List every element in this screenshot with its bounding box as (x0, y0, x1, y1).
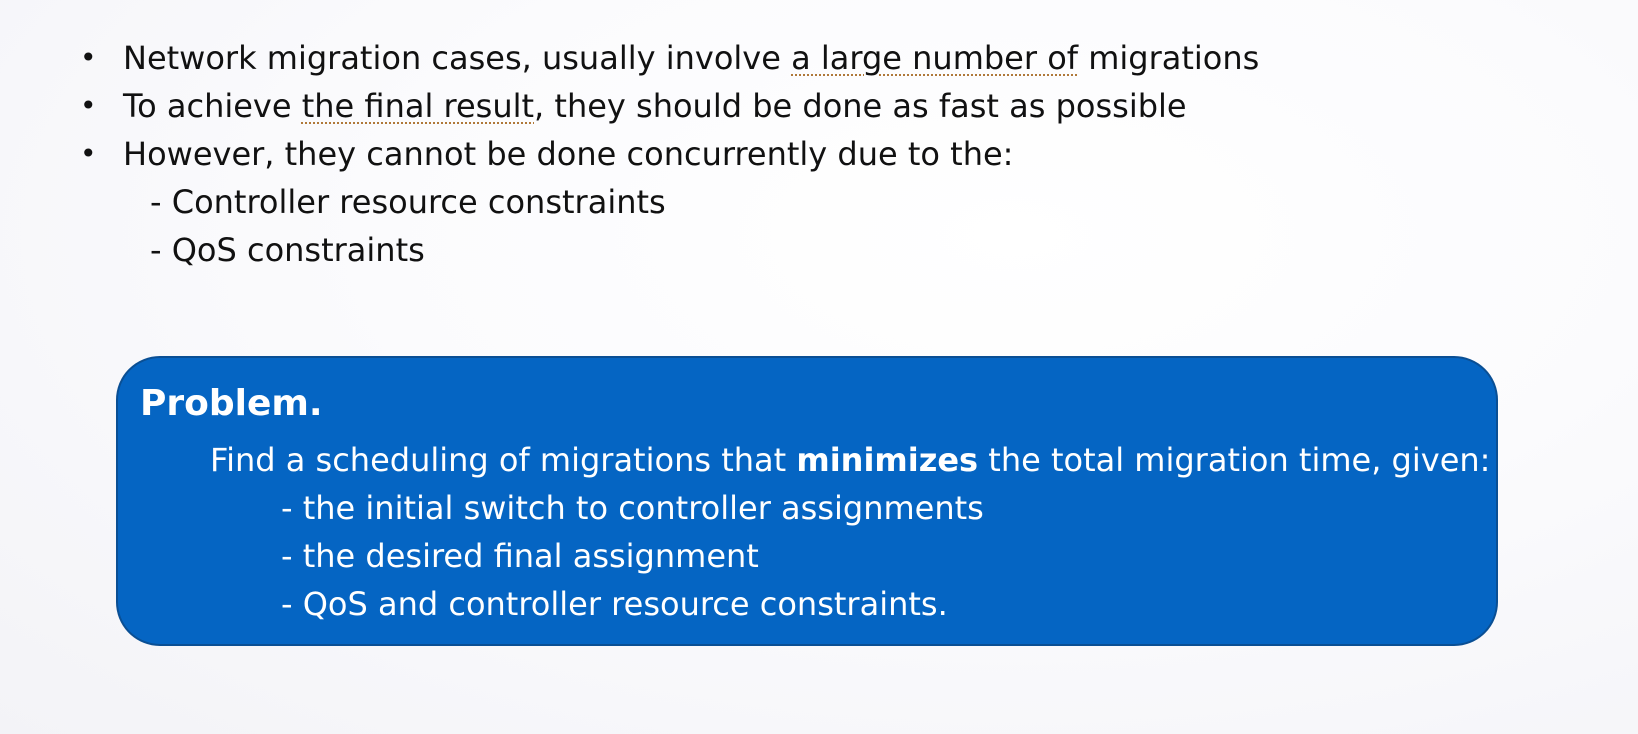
bullet-item-final-result: • To achieve the final result, they shou… (78, 82, 1259, 130)
bullet-text: , they should be done as fast as possibl… (534, 87, 1187, 125)
bullet-dot: • (80, 137, 97, 170)
problem-desc-text: Find a scheduling of migrations that (210, 441, 797, 479)
bullet-text: However, they cannot be done concurrentl… (123, 135, 1014, 173)
problem-conditions-list: - the initial switch to controller assig… (281, 484, 984, 628)
sub-item-controller-constraints: - Controller resource constraints (150, 183, 666, 221)
condition-final-assignment: - the desired final assignment (281, 537, 759, 575)
problem-box: Problem. Find a scheduling of migrations… (116, 356, 1498, 646)
condition-initial-assignment: - the initial switch to controller assig… (281, 489, 984, 527)
problem-description: Find a scheduling of migrations that min… (210, 436, 1490, 484)
problem-desc-emphasis: minimizes (796, 441, 979, 479)
problem-title: Problem. (140, 383, 323, 424)
bullet-item-concurrency: • However, they cannot be done concurren… (78, 130, 1259, 178)
bullet-text: To achieve (123, 87, 302, 125)
problem-desc-text: the total migration time, given: (978, 441, 1491, 479)
bullet-item-migration-count: • Network migration cases, usually invol… (78, 34, 1259, 82)
bullet-dot: • (80, 41, 97, 74)
condition-constraints: - QoS and controller resource constraint… (281, 585, 948, 623)
spellcheck-underlined-text: a large number of (791, 39, 1079, 77)
bullet-text: migrations (1078, 39, 1260, 77)
bullet-list: • Network migration cases, usually invol… (78, 34, 1259, 274)
bullet-text: Network migration cases, usually involve (123, 39, 792, 77)
bullet-dot: • (80, 89, 97, 122)
spellcheck-underlined-text: the final result (301, 87, 535, 125)
sub-item-qos-constraints: - QoS constraints (150, 231, 425, 269)
